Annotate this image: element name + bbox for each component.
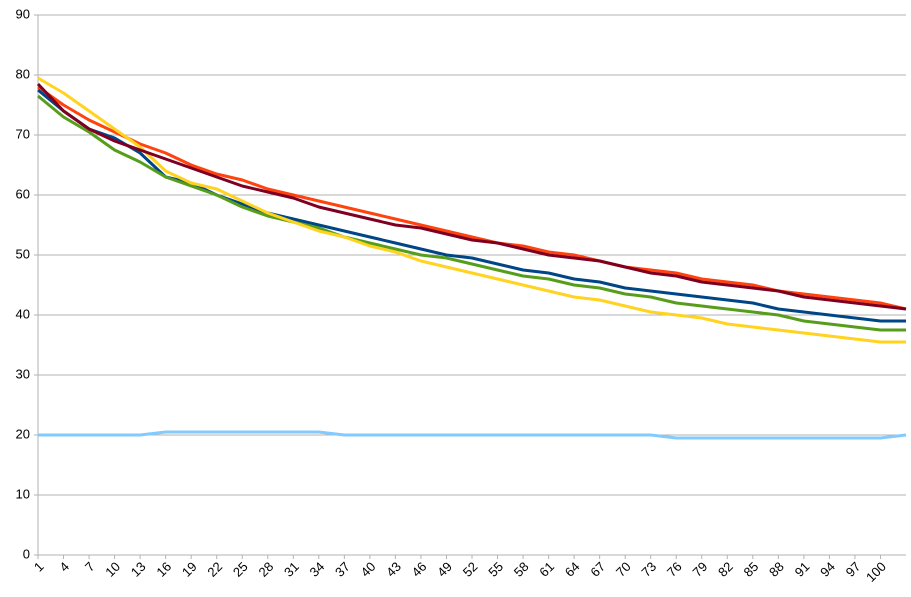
- x-tick-label: 7: [82, 559, 98, 575]
- y-tick-label: 10: [16, 486, 30, 501]
- x-tick-label: 16: [153, 559, 174, 580]
- x-tick-label: 55: [485, 559, 506, 580]
- x-tick-label: 100: [863, 559, 889, 585]
- x-tick-label: 61: [536, 559, 557, 580]
- series-line: [37, 94, 906, 332]
- y-tick-label: 60: [16, 186, 30, 201]
- x-tick-label: 22: [204, 559, 225, 580]
- x-tick-label: 67: [587, 559, 608, 580]
- x-tick-label: 28: [255, 559, 276, 580]
- x-tick-label: 97: [843, 559, 864, 580]
- x-tick-label: 34: [307, 559, 328, 580]
- series-line: [37, 76, 906, 344]
- x-tick-label: 10: [102, 559, 123, 580]
- y-tick-label: 70: [16, 126, 30, 141]
- x-tick-label: 37: [332, 559, 353, 580]
- x-tick-label: 1: [31, 559, 47, 575]
- x-tick-label: 19: [179, 559, 200, 580]
- series-line: [38, 430, 907, 440]
- y-tick-label: 40: [16, 306, 30, 321]
- x-tick-label: 70: [613, 559, 634, 580]
- series-line: [36, 82, 907, 311]
- y-tick-label: 90: [16, 6, 30, 21]
- y-tick-label: 0: [23, 546, 30, 561]
- x-tick-label: 49: [434, 559, 455, 580]
- x-tick-label: 40: [358, 559, 379, 580]
- series-line: [37, 85, 907, 311]
- x-tick-label: 25: [230, 559, 251, 580]
- x-tick-label: 31: [281, 559, 302, 580]
- y-tick-label: 30: [16, 366, 30, 381]
- x-tick-label: 46: [409, 559, 430, 580]
- x-tick-label: 4: [56, 559, 72, 575]
- x-tick-label: 13: [128, 559, 149, 580]
- y-tick-label: 50: [16, 246, 30, 261]
- y-tick-label: 20: [16, 426, 30, 441]
- x-tick-label: 82: [715, 559, 736, 580]
- x-tick-label: 43: [383, 559, 404, 580]
- y-tick-label: 80: [16, 66, 30, 81]
- x-tick-label: 79: [689, 559, 710, 580]
- x-tick-label: 91: [792, 559, 813, 580]
- x-tick-label: 94: [817, 559, 838, 580]
- x-tick-label: 88: [766, 559, 787, 580]
- x-tick-label: 85: [741, 559, 762, 580]
- x-tick-label: 76: [664, 559, 685, 580]
- series-line: [37, 88, 906, 323]
- x-tick-label: 73: [638, 559, 659, 580]
- x-tick-label: 52: [460, 559, 481, 580]
- x-tick-label: 58: [511, 559, 532, 580]
- x-tick-label: 64: [562, 559, 583, 580]
